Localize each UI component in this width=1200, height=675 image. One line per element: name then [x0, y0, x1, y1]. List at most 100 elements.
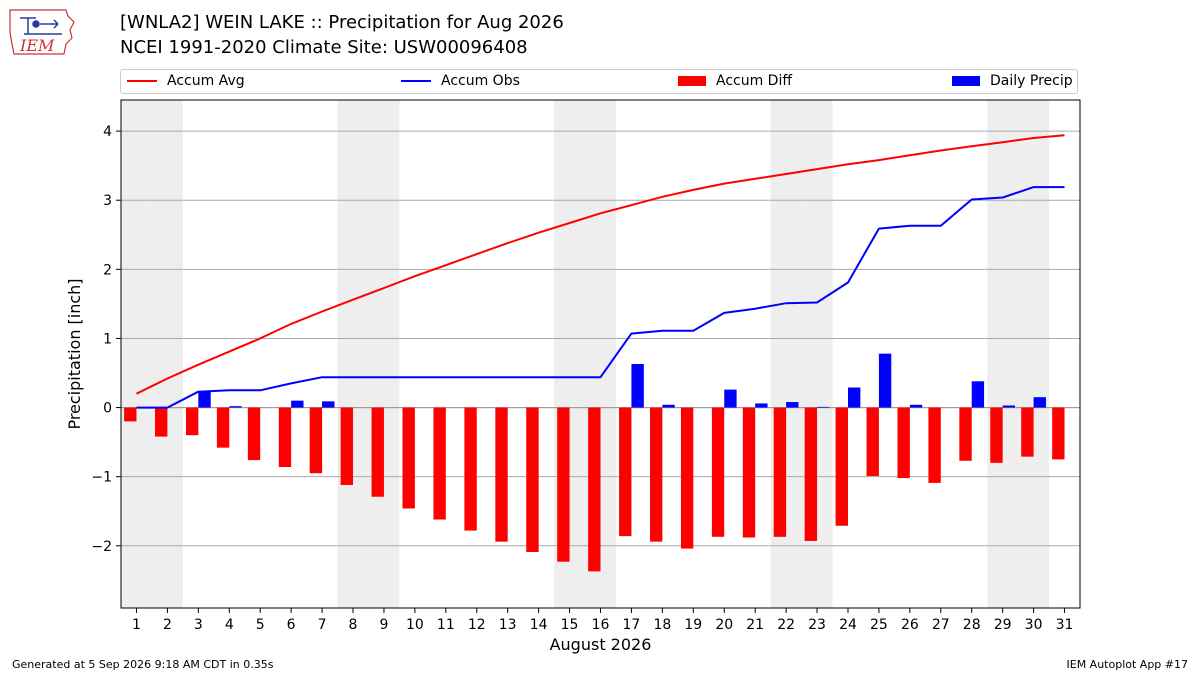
x-tick-label: 10 — [406, 617, 424, 633]
x-tick-label: 26 — [901, 617, 919, 633]
x-tick-label: 13 — [499, 617, 517, 633]
accum-diff-bar-day-12 — [464, 407, 477, 531]
legend-swatch-accum-obs — [401, 80, 431, 82]
x-tick-label: 7 — [318, 617, 327, 633]
daily-precip-bar-day-25 — [878, 353, 892, 408]
accum-diff-bar-day-9 — [371, 407, 384, 497]
weather-station-icon — [20, 17, 62, 35]
accum-diff-bar-day-23 — [804, 407, 818, 541]
x-axis-ticks: 1 2 3 4 5 6 7 8 9 10 11 12 13 14 15 16 17 18 19 20 21 22 23 24 2… — [132, 608, 1073, 633]
accum-diff-bars — [124, 407, 1065, 572]
y-axis-label: Precipitation [inch] — [65, 278, 84, 429]
accum-diff-bar-day-17 — [619, 407, 632, 537]
legend-item-accum-diff: Accum Diff — [678, 73, 792, 89]
y-tick-label: 1 — [103, 331, 112, 347]
weekend-shade-day-8 — [337, 100, 369, 608]
y-tick-label: 2 — [103, 262, 112, 278]
daily-precip-bar-day-30 — [1033, 397, 1046, 408]
accum-lines — [136, 134, 1065, 409]
chart-subtitle: NCEI 1991-2020 Climate Site: USW00096408 — [120, 37, 528, 58]
footer-generated: Generated at 5 Sep 2026 9:18 AM CDT in 0… — [12, 658, 274, 671]
daily-precip-bar-day-29 — [1002, 405, 1016, 408]
accum-diff-bar-day-6 — [278, 407, 292, 468]
legend-item-accum-avg: Accum Avg — [127, 73, 245, 89]
x-tick-label: 12 — [468, 617, 486, 633]
daily-precip-bar-day-28 — [971, 381, 985, 408]
x-tick-label: 23 — [808, 617, 826, 633]
logo-text: IEM — [19, 36, 55, 55]
accum-diff-bar-day-31 — [1052, 407, 1065, 460]
daily-precip-bar-day-3 — [198, 391, 211, 408]
accum-diff-bar-day-21 — [742, 407, 756, 538]
accum-diff-bar-day-7 — [309, 407, 323, 474]
accum-diff-bar-day-22 — [773, 407, 787, 537]
accum-diff-bar-day-11 — [433, 407, 446, 520]
x-tick-label: 21 — [746, 617, 764, 633]
legend-label-accum-obs: Accum Obs — [441, 73, 520, 89]
weekend-shade-day-2 — [151, 100, 183, 608]
legend-item-daily-precip: Daily Precip — [952, 73, 1073, 89]
daily-precip-bar-day-20 — [724, 389, 737, 408]
legend-swatch-daily-precip — [952, 76, 980, 86]
y-tick-label: 0 — [103, 401, 112, 417]
daily-precip-bar-day-21 — [755, 403, 768, 408]
accum-diff-bar-day-20 — [711, 407, 725, 537]
x-tick-label: 28 — [963, 617, 981, 633]
weekend-shade-day-30 — [1018, 100, 1050, 608]
x-tick-label: 15 — [561, 617, 579, 633]
weekend-shading — [121, 100, 1050, 608]
accum-avg-line — [136, 134, 1065, 395]
legend-label-accum-avg: Accum Avg — [167, 73, 245, 89]
x-tick-label: 30 — [1025, 617, 1043, 633]
x-tick-label: 8 — [349, 617, 358, 633]
x-tick-label: 14 — [530, 617, 548, 633]
accum-diff-bar-day-4 — [216, 407, 230, 448]
accum-diff-bar-day-24 — [835, 407, 848, 526]
daily-precip-bar-day-22 — [786, 402, 799, 408]
accum-diff-bar-day-16 — [588, 407, 601, 572]
footer-app: IEM Autoplot App #17 — [1066, 658, 1189, 671]
accum-diff-bar-day-15 — [557, 407, 570, 562]
x-tick-label: 24 — [839, 617, 857, 633]
x-tick-label: 11 — [437, 617, 455, 633]
accum-diff-bar-day-14 — [526, 407, 539, 553]
daily-precip-bar-day-18 — [662, 404, 675, 408]
accum-diff-bar-day-19 — [680, 407, 694, 549]
accum-diff-bar-day-5 — [247, 407, 261, 461]
iowa-map-outline-icon — [9, 9, 75, 55]
y-axis-ticks: −2 −1 0 1 2 3 4 — [91, 124, 121, 555]
weekend-shade-day-1 — [121, 100, 152, 608]
accum-diff-bar-day-29 — [990, 407, 1003, 463]
accum-diff-bar-day-26 — [897, 407, 910, 479]
x-tick-label: 3 — [194, 617, 203, 633]
x-tick-label: 1 — [132, 617, 141, 633]
x-tick-label: 22 — [777, 617, 795, 633]
daily-precip-bar-day-24 — [847, 387, 861, 408]
x-tick-label: 18 — [653, 617, 671, 633]
weekend-shade-day-29 — [987, 100, 1019, 608]
daily-precip-bar-day-7 — [322, 401, 335, 408]
accum-diff-bar-day-8 — [340, 407, 354, 485]
legend-label-daily-precip: Daily Precip — [990, 73, 1073, 89]
daily-precip-bar-day-26 — [909, 404, 923, 408]
accum-diff-bar-day-2 — [155, 407, 168, 437]
legend-swatch-accum-avg — [127, 80, 157, 82]
y-tick-label: −1 — [91, 470, 112, 486]
accum-diff-bar-day-27 — [928, 407, 941, 483]
accum-diff-bar-day-30 — [1021, 407, 1034, 457]
x-tick-label: 27 — [932, 617, 950, 633]
x-tick-label: 20 — [715, 617, 733, 633]
accum-diff-bar-day-13 — [495, 407, 508, 542]
chart-legend: Accum Avg Accum Obs Accum Diff Daily Pre… — [120, 69, 1078, 94]
legend-item-accum-obs: Accum Obs — [401, 73, 520, 89]
y-tick-label: −2 — [91, 539, 112, 555]
weekend-shade-day-9 — [368, 100, 400, 608]
daily-precip-bar-day-6 — [291, 400, 304, 408]
x-tick-label: 31 — [1056, 617, 1074, 633]
x-tick-label: 9 — [379, 617, 388, 633]
x-axis-label: August 2026 — [550, 635, 652, 654]
daily-precip-bars — [198, 353, 1046, 408]
y-tick-label: 4 — [103, 124, 112, 140]
daily-precip-bar-day-23 — [817, 406, 830, 408]
